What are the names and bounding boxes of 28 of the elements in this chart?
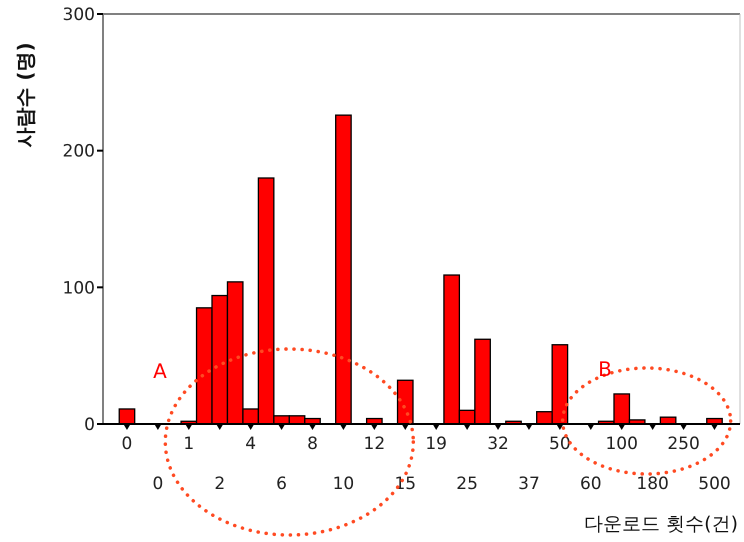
x-tick-label: 32 (487, 434, 509, 454)
y-tick-label: 0 (84, 415, 95, 435)
x-axis-title: 다운로드 횟수(건) (584, 513, 738, 535)
x-tick-label: 37 (518, 474, 540, 494)
x-tick-label: 0 (122, 434, 132, 454)
x-tick-label: 8 (307, 434, 318, 454)
x-tick-label: 50 (549, 434, 571, 454)
y-tick-label: 200 (62, 142, 95, 162)
x-tick-label: 6 (276, 474, 287, 494)
x-tick-label: 60 (580, 474, 602, 494)
x-tick-label: 500 (698, 474, 731, 494)
y-tick-label: 100 (62, 278, 95, 298)
annotation: A (153, 359, 168, 383)
annotation: B (598, 357, 612, 381)
y-tick-label: 300 (62, 5, 95, 25)
x-tick-label: 180 (636, 474, 669, 494)
x-tick-label: 10 (332, 474, 354, 494)
x-tick-label: 25 (456, 474, 478, 494)
x-tick-label: 4 (245, 434, 256, 454)
x-tick-label: 12 (364, 434, 386, 454)
x-tick-label: 2 (214, 474, 226, 494)
x-tick-label: 250 (667, 434, 700, 454)
y-axis-title: 사람수 (명) (13, 42, 37, 148)
x-tick-label: 19 (425, 434, 448, 454)
x-tick-label: 1 (183, 434, 194, 454)
x-tick-label: 100 (605, 434, 638, 454)
x-tick-label: 0 (152, 474, 164, 494)
x-tick-label: 15 (394, 474, 416, 494)
